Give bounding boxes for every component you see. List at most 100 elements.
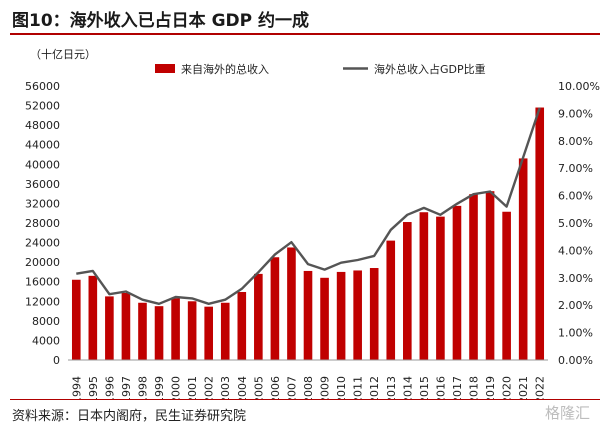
x-axis: 1994 1995 1996 1997 1998 1999 2000 2001 2002 2003… [68,359,548,400]
line-series [76,107,541,305]
right-axis-tick-label: 0.00% [558,354,593,367]
x-axis-tick-label: 2008 [302,376,315,400]
bar [121,292,131,360]
legend: 来自海外的总收入 海外总收入占GDP比重 [155,62,486,76]
bar [320,277,329,360]
x-axis-tick-label: 2017 [451,376,464,400]
right-axis-tick-label: 4.00% [558,244,593,257]
right-axis-tick-label: 10.00% [558,80,600,93]
share-line [76,107,541,305]
bar [154,306,164,360]
left-axis-tick-label: 28000 [25,217,60,230]
bar [452,205,462,360]
left-axis-tick-label: 36000 [25,178,60,191]
left-axis: （十亿日元） 0 4000 8000 12000 16000 20000 24000 28000… [25,47,96,367]
left-axis-tick-label: 40000 [25,158,60,171]
x-axis-tick-label: 2020 [501,376,514,400]
right-axis-tick-label: 6.00% [558,190,593,203]
bar-series [71,107,545,361]
bar [436,216,445,360]
x-axis-tick-label: 2001 [186,376,199,400]
x-axis-tick-label: 1995 [87,376,100,400]
bar [353,270,362,360]
bar [336,271,346,360]
right-axis-tick-label: 7.00% [558,162,593,175]
left-axis-tick-label: 44000 [25,139,60,152]
left-axis-tick-label: 16000 [25,276,60,289]
x-axis-tick-label: 2022 [534,376,547,400]
x-axis-tick-label: 2000 [170,376,183,400]
bar [105,296,114,360]
x-axis-tick-label: 2013 [385,376,398,400]
x-axis-tick-label: 2012 [368,376,381,400]
bar [270,257,280,360]
left-axis-unit-label: （十亿日元） [30,47,96,61]
x-axis-tick-label: 2018 [468,376,481,400]
legend-bar-swatch [155,64,175,73]
x-axis-tick-label: 1997 [120,376,133,400]
x-axis-tick-label: 2002 [203,376,216,400]
left-axis-tick-label: 48000 [25,119,60,132]
bar [171,298,180,360]
left-axis-tick-label: 4000 [32,334,60,347]
bar [88,275,98,360]
bar [419,212,429,360]
legend-line-label: 海外总收入占GDP比重 [374,62,486,76]
x-axis-tick-label: 1996 [103,376,116,400]
bar [469,194,478,360]
x-axis-tick-label: 2007 [285,376,298,400]
watermark-logo: 格隆汇 [544,404,590,422]
right-axis: 0.00% 1.00% 2.00% 3.00% 4.00% 5.00% 6.00% 7.00%… [558,80,600,367]
bar [71,279,81,360]
right-axis-tick-label: 8.00% [558,135,593,148]
left-axis-tick-label: 56000 [25,80,60,93]
bar [138,302,147,360]
x-axis-tick-label: 2006 [269,376,282,400]
right-axis-tick-label: 9.00% [558,107,593,120]
right-axis-tick-label: 3.00% [558,272,593,285]
x-axis-tick-label: 1994 [70,376,83,400]
bar [386,240,396,360]
bar [237,291,247,360]
bar [254,273,263,360]
bar [204,306,213,360]
x-axis-tick-label: 2015 [418,376,431,400]
x-axis-tick-label: 2009 [319,376,332,400]
x-axis-tick-label: 2016 [434,376,447,400]
bar [518,158,528,360]
x-axis-tick-label: 2021 [517,376,530,400]
chart-header: 图10：海外收入已占日本 GDP 约一成 [0,0,610,35]
left-axis-tick-label: 24000 [25,237,60,250]
bar [485,191,495,360]
x-axis-tick-label: 1998 [136,376,149,400]
x-axis-tick-label: 2005 [252,376,265,400]
bar [287,247,296,360]
bar [303,270,313,360]
x-axis-tick-label: 2010 [335,376,348,400]
title-rule [10,33,600,35]
bar [502,211,511,360]
left-axis-tick-label: 12000 [25,295,60,308]
left-axis-tick-label: 0 [53,354,60,367]
bar [187,301,197,360]
x-axis-tick-label: 2019 [484,376,497,400]
x-axis-tick-label: 2004 [236,376,249,400]
left-axis-tick-label: 8000 [32,315,60,328]
x-axis-tick-label: 2014 [401,376,414,400]
left-axis-tick-label: 32000 [25,197,60,210]
footer-rule [10,399,600,400]
left-axis-tick-label: 52000 [25,100,60,113]
bar [369,268,379,360]
right-axis-tick-label: 5.00% [558,217,593,230]
chart-area: （十亿日元） 0 4000 8000 12000 16000 20000 24000 28000… [25,47,600,400]
right-axis-tick-label: 1.00% [558,327,593,340]
source-note: 资料来源：日本内阁府，民生证券研究院 [12,409,247,424]
bar [220,302,230,360]
x-axis-tick-label: 1999 [153,376,166,400]
bar [535,107,545,361]
right-axis-tick-label: 2.00% [558,299,593,312]
bar [403,222,412,360]
x-axis-tick-label: 2003 [219,376,232,400]
left-axis-tick-label: 20000 [25,256,60,269]
x-axis-tick-label: 2011 [352,376,365,400]
